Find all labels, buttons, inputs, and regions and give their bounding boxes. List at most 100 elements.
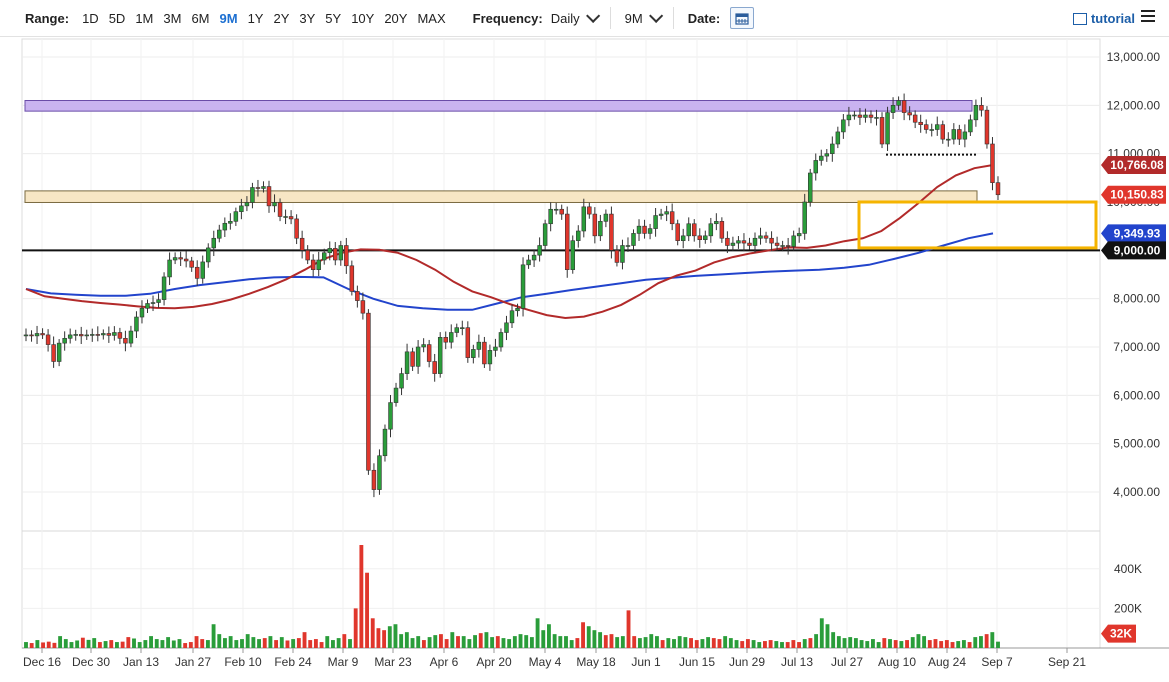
candle-body	[620, 245, 625, 263]
candle-body	[802, 201, 807, 234]
price-chart[interactable]: 4,000.00 5,000.00 6,000.00 7,000.00 8,000.00…	[0, 37, 1169, 682]
volume-bar	[404, 632, 409, 648]
tutorial-link[interactable]: tutorial	[1072, 11, 1135, 26]
price-label-text: 9,349.93	[1114, 226, 1161, 240]
x-tick-label: Aug 10	[878, 655, 916, 669]
range-label: Range:	[25, 10, 70, 26]
tutorial-label: tutorial	[1090, 11, 1135, 26]
range-button-3y[interactable]: 3Y	[299, 10, 316, 26]
frequency-select[interactable]: Daily	[551, 8, 600, 26]
candle-body	[907, 112, 912, 116]
range-button-1d[interactable]: 1D	[82, 10, 99, 26]
volume-bar	[944, 640, 949, 648]
calendar-button[interactable]	[730, 7, 755, 29]
range-button-1y[interactable]: 1Y	[247, 10, 264, 26]
range-button-3m[interactable]: 3M	[163, 10, 182, 26]
chevron-down-icon	[585, 8, 600, 23]
candle-body	[167, 259, 172, 278]
candle-body	[940, 124, 946, 140]
volume-bar	[217, 634, 222, 648]
x-tick-label: May 18	[576, 655, 616, 669]
volume-bar	[149, 636, 153, 648]
volume-bar	[160, 640, 165, 648]
volume-bar	[296, 638, 301, 648]
candle-body	[233, 211, 239, 222]
volume-bar	[200, 639, 205, 648]
candle-body	[935, 124, 940, 130]
volume-label: 32K	[1101, 624, 1136, 643]
candle-body	[509, 310, 515, 324]
volume-bar	[996, 641, 1000, 648]
price-label: 9,000.00	[1101, 241, 1166, 260]
candle-body	[338, 245, 344, 261]
volume-bar	[427, 637, 432, 648]
period-select[interactable]: 9M	[624, 8, 663, 26]
candle-body	[399, 373, 404, 389]
plot-area	[21, 38, 1101, 649]
hamburger-menu-icon[interactable]	[1141, 10, 1155, 22]
moving-average-long-line	[25, 232, 994, 311]
candle-body	[868, 114, 874, 118]
candle-body	[150, 302, 156, 304]
candle-body	[703, 235, 708, 240]
volume-bar	[109, 640, 114, 648]
candle-body	[708, 223, 714, 237]
x-tick-label: Mar 9	[328, 655, 359, 669]
candle-body	[244, 202, 250, 207]
candle-body	[526, 259, 531, 266]
volume-bar	[512, 636, 517, 648]
volume-bar	[285, 640, 290, 648]
volume-bar	[990, 632, 995, 648]
candle-body	[763, 235, 769, 239]
range-button-max[interactable]: MAX	[417, 10, 446, 26]
range-button-5d[interactable]: 5D	[108, 10, 126, 26]
candle-body	[40, 333, 45, 336]
price-label-background	[1101, 224, 1166, 243]
candle-body	[84, 334, 89, 337]
volume-bar	[348, 639, 352, 648]
volume-bar	[376, 628, 381, 648]
range-button-2y[interactable]: 2Y	[273, 10, 290, 26]
volume-bar	[541, 630, 546, 648]
candle-body	[460, 327, 465, 329]
candle-body	[537, 245, 542, 256]
volume-bar	[80, 637, 85, 648]
volume-bar	[421, 640, 426, 648]
volume-bar	[52, 642, 57, 648]
range-button-20y[interactable]: 20Y	[384, 10, 408, 26]
volume-bar	[518, 634, 523, 648]
volume-bar	[706, 637, 711, 648]
candle-body	[172, 257, 178, 261]
volume-bar	[637, 638, 642, 648]
volume-bar	[757, 642, 762, 648]
volume-bar	[115, 642, 119, 648]
volume-bar	[632, 636, 637, 648]
candle-body	[564, 213, 570, 270]
volume-bar	[41, 642, 45, 648]
range-button-5y[interactable]: 5Y	[325, 10, 342, 26]
range-button-1m[interactable]: 1M	[135, 10, 154, 26]
candle-body	[371, 469, 377, 490]
period-value: 9M	[624, 10, 643, 26]
candle-body	[918, 121, 923, 125]
candle-body	[333, 248, 338, 261]
volume-bar	[916, 634, 921, 648]
candle-body	[62, 337, 67, 344]
volume-bar	[751, 640, 756, 648]
range-button-6m[interactable]: 6M	[191, 10, 210, 26]
candle-body	[581, 206, 587, 232]
candle-body	[327, 248, 332, 254]
candle-body	[520, 264, 526, 309]
candle-body	[598, 221, 603, 237]
volume-bar	[126, 637, 131, 648]
candle-body	[366, 312, 371, 471]
candle-body	[531, 254, 537, 261]
candle-body	[101, 333, 106, 336]
candle-body	[266, 186, 272, 207]
volume-bar	[245, 634, 250, 648]
volume-bar	[359, 545, 364, 648]
range-button-9m[interactable]: 9M	[219, 10, 238, 26]
candle-body	[719, 221, 725, 239]
range-button-10y[interactable]: 10Y	[351, 10, 375, 26]
candle-body	[410, 351, 415, 367]
